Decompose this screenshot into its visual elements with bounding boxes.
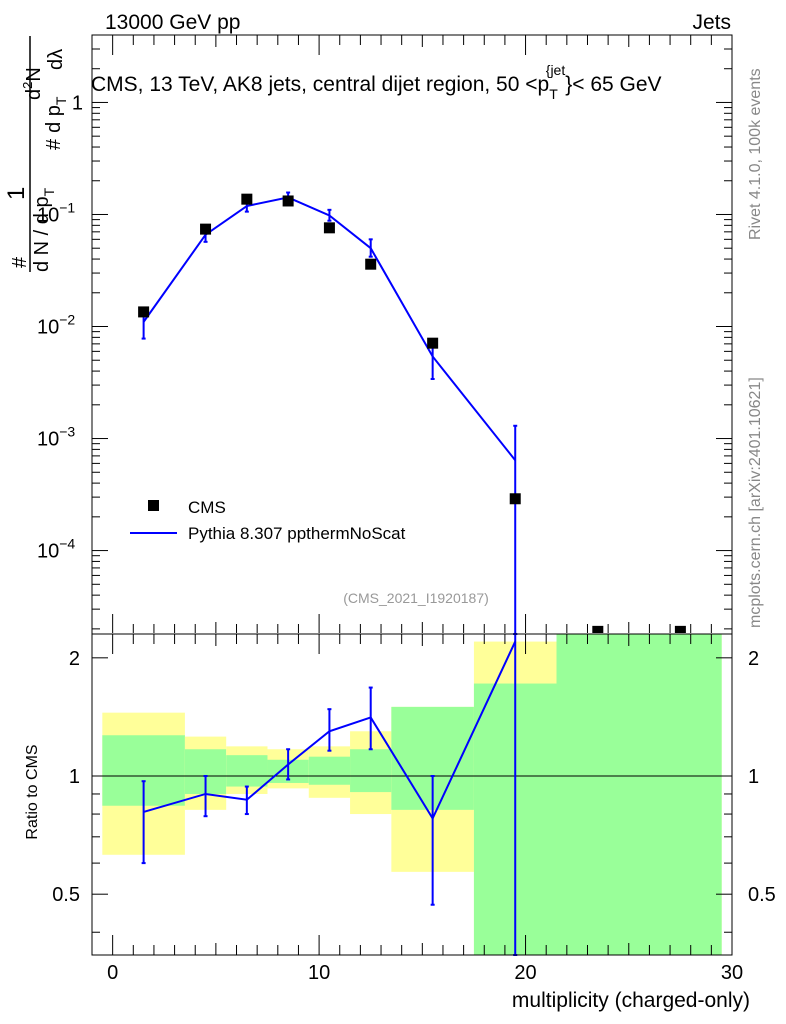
ratio-y-tick-label: 1 [69, 766, 80, 788]
ylabel-d: d [23, 89, 45, 100]
header-left: 13000 GeV pp [105, 11, 240, 34]
main-y-tick-base: 10 [37, 317, 59, 339]
main-title-text: CMS, 13 TeV, AK8 jets, central dijet reg… [91, 73, 549, 96]
ylabel-dn-dpt-sub: T [41, 187, 57, 196]
ylabel-dn-dpt: d N / d pT [31, 187, 57, 272]
cms-data-point [241, 193, 253, 205]
legend-pythia-label: Pythia 8.307 ppthermNoScat [188, 524, 406, 543]
cms-data-point [200, 223, 212, 235]
ylabel-num-dpt: d p [43, 105, 65, 133]
ratio-y-label: Ratio to CMS [24, 744, 41, 839]
cms-data-point [138, 306, 150, 318]
main-y-tick-exp: −1 [59, 199, 75, 215]
ratio-y-tick-label: 0.5 [52, 884, 80, 906]
ratio-uncertainty-bands [93, 633, 731, 955]
ylabel-one: 1 [3, 187, 30, 200]
header-right: Jets [692, 11, 731, 34]
mcplots-label: mcplots.cern.ch [arXiv:2401.10621] [747, 377, 764, 628]
ratio-band-inner [556, 634, 722, 955]
ratio-y-tick-label-right: 2 [748, 648, 759, 670]
rivet-version-label: Rivet 4.1.0, 100k events [747, 68, 764, 240]
ratio-panel: 0.5 0.5 1 1 2 2 0 10 20 30 [52, 633, 776, 984]
main-y-tick-exp: −3 [59, 424, 75, 440]
main-panel: 110−110−210−310−4 CMS, 13 TeV, AK8 jets,… [37, 34, 733, 637]
main-y-tick-exp: −2 [59, 312, 75, 328]
cms-data-point [282, 195, 294, 207]
legend-cms-marker [148, 500, 159, 511]
cms-data-point [323, 222, 335, 234]
ylabel-dlambda: dλ [45, 49, 67, 70]
ratio-frame [91, 633, 733, 956]
ylabel-n: N [23, 67, 45, 81]
ylabel-hash-1: # [9, 256, 31, 268]
main-y-tick-label: 10−2 [37, 312, 75, 339]
main-y-tick-label: 1 [72, 92, 83, 114]
ylabel-d2n: d2N [20, 67, 45, 100]
ratio-x-tick-label: 10 [308, 962, 330, 984]
main-y-tick-base: 10 [37, 204, 59, 226]
ratio-y-tick-label-right: 0.5 [748, 884, 776, 906]
ratio-y-tick-label-right: 1 [748, 766, 759, 788]
cms-data-point [509, 493, 521, 505]
ylabel-num-frac: # d pT [43, 96, 69, 150]
main-y-tick-label: 10−1 [37, 199, 75, 226]
main-y-tick-base: 10 [37, 541, 59, 563]
main-x-axis [112, 35, 733, 634]
ratio-x-tick-label: 30 [721, 962, 743, 984]
ratio-y-axis: 0.5 0.5 1 1 2 2 [52, 648, 776, 933]
main-y-label: # 1 d N / d pT #d pT d2N dλ [3, 36, 69, 272]
ratio-x-tick-label: 20 [514, 962, 536, 984]
main-data-marks [138, 191, 686, 637]
ylabel-hash-2: # [43, 138, 65, 150]
ylabel-sq: 2 [20, 82, 35, 89]
ratio-band-inner [226, 755, 268, 787]
main-y-axis: 110−110−210−310−4 [37, 34, 732, 630]
legend-cms-label: CMS [188, 498, 226, 517]
ratio-band-inner [350, 749, 392, 793]
cms-data-point [365, 258, 377, 270]
main-title-sub-t: T [549, 86, 558, 102]
ratio-x-axis: 0 10 20 30 [107, 634, 743, 984]
main-title-tail: }< 65 GeV [565, 73, 661, 96]
cms-data-point [427, 337, 439, 349]
main-title-sup-jet: {jet [546, 62, 566, 78]
ratio-y-tick-label: 2 [69, 648, 80, 670]
ylabel-dn-dpt-text: d N / d p [31, 196, 53, 272]
cms-data-point [674, 625, 686, 637]
ratio-x-tick-label: 0 [107, 962, 118, 984]
main-title: CMS, 13 TeV, AK8 jets, central dijet reg… [91, 62, 662, 102]
main-y-tick-exp: −4 [59, 536, 75, 552]
analysis-id: (CMS_2021_I1920187) [343, 590, 489, 606]
ratio-band-inner [308, 756, 351, 785]
cms-data-point [592, 625, 604, 637]
pythia-line [142, 196, 517, 461]
x-axis-label: multiplicity (charged-only) [512, 989, 750, 1012]
ratio-line [143, 641, 517, 821]
main-y-tick-label: 10−3 [37, 424, 75, 451]
main-y-tick-label: 10−4 [37, 536, 75, 563]
main-y-tick-base: 10 [37, 429, 59, 451]
ratio-data-marks [141, 633, 518, 956]
ylabel-num-dpt-sub: T [53, 96, 69, 105]
main-y-tick-base: 1 [72, 92, 83, 114]
